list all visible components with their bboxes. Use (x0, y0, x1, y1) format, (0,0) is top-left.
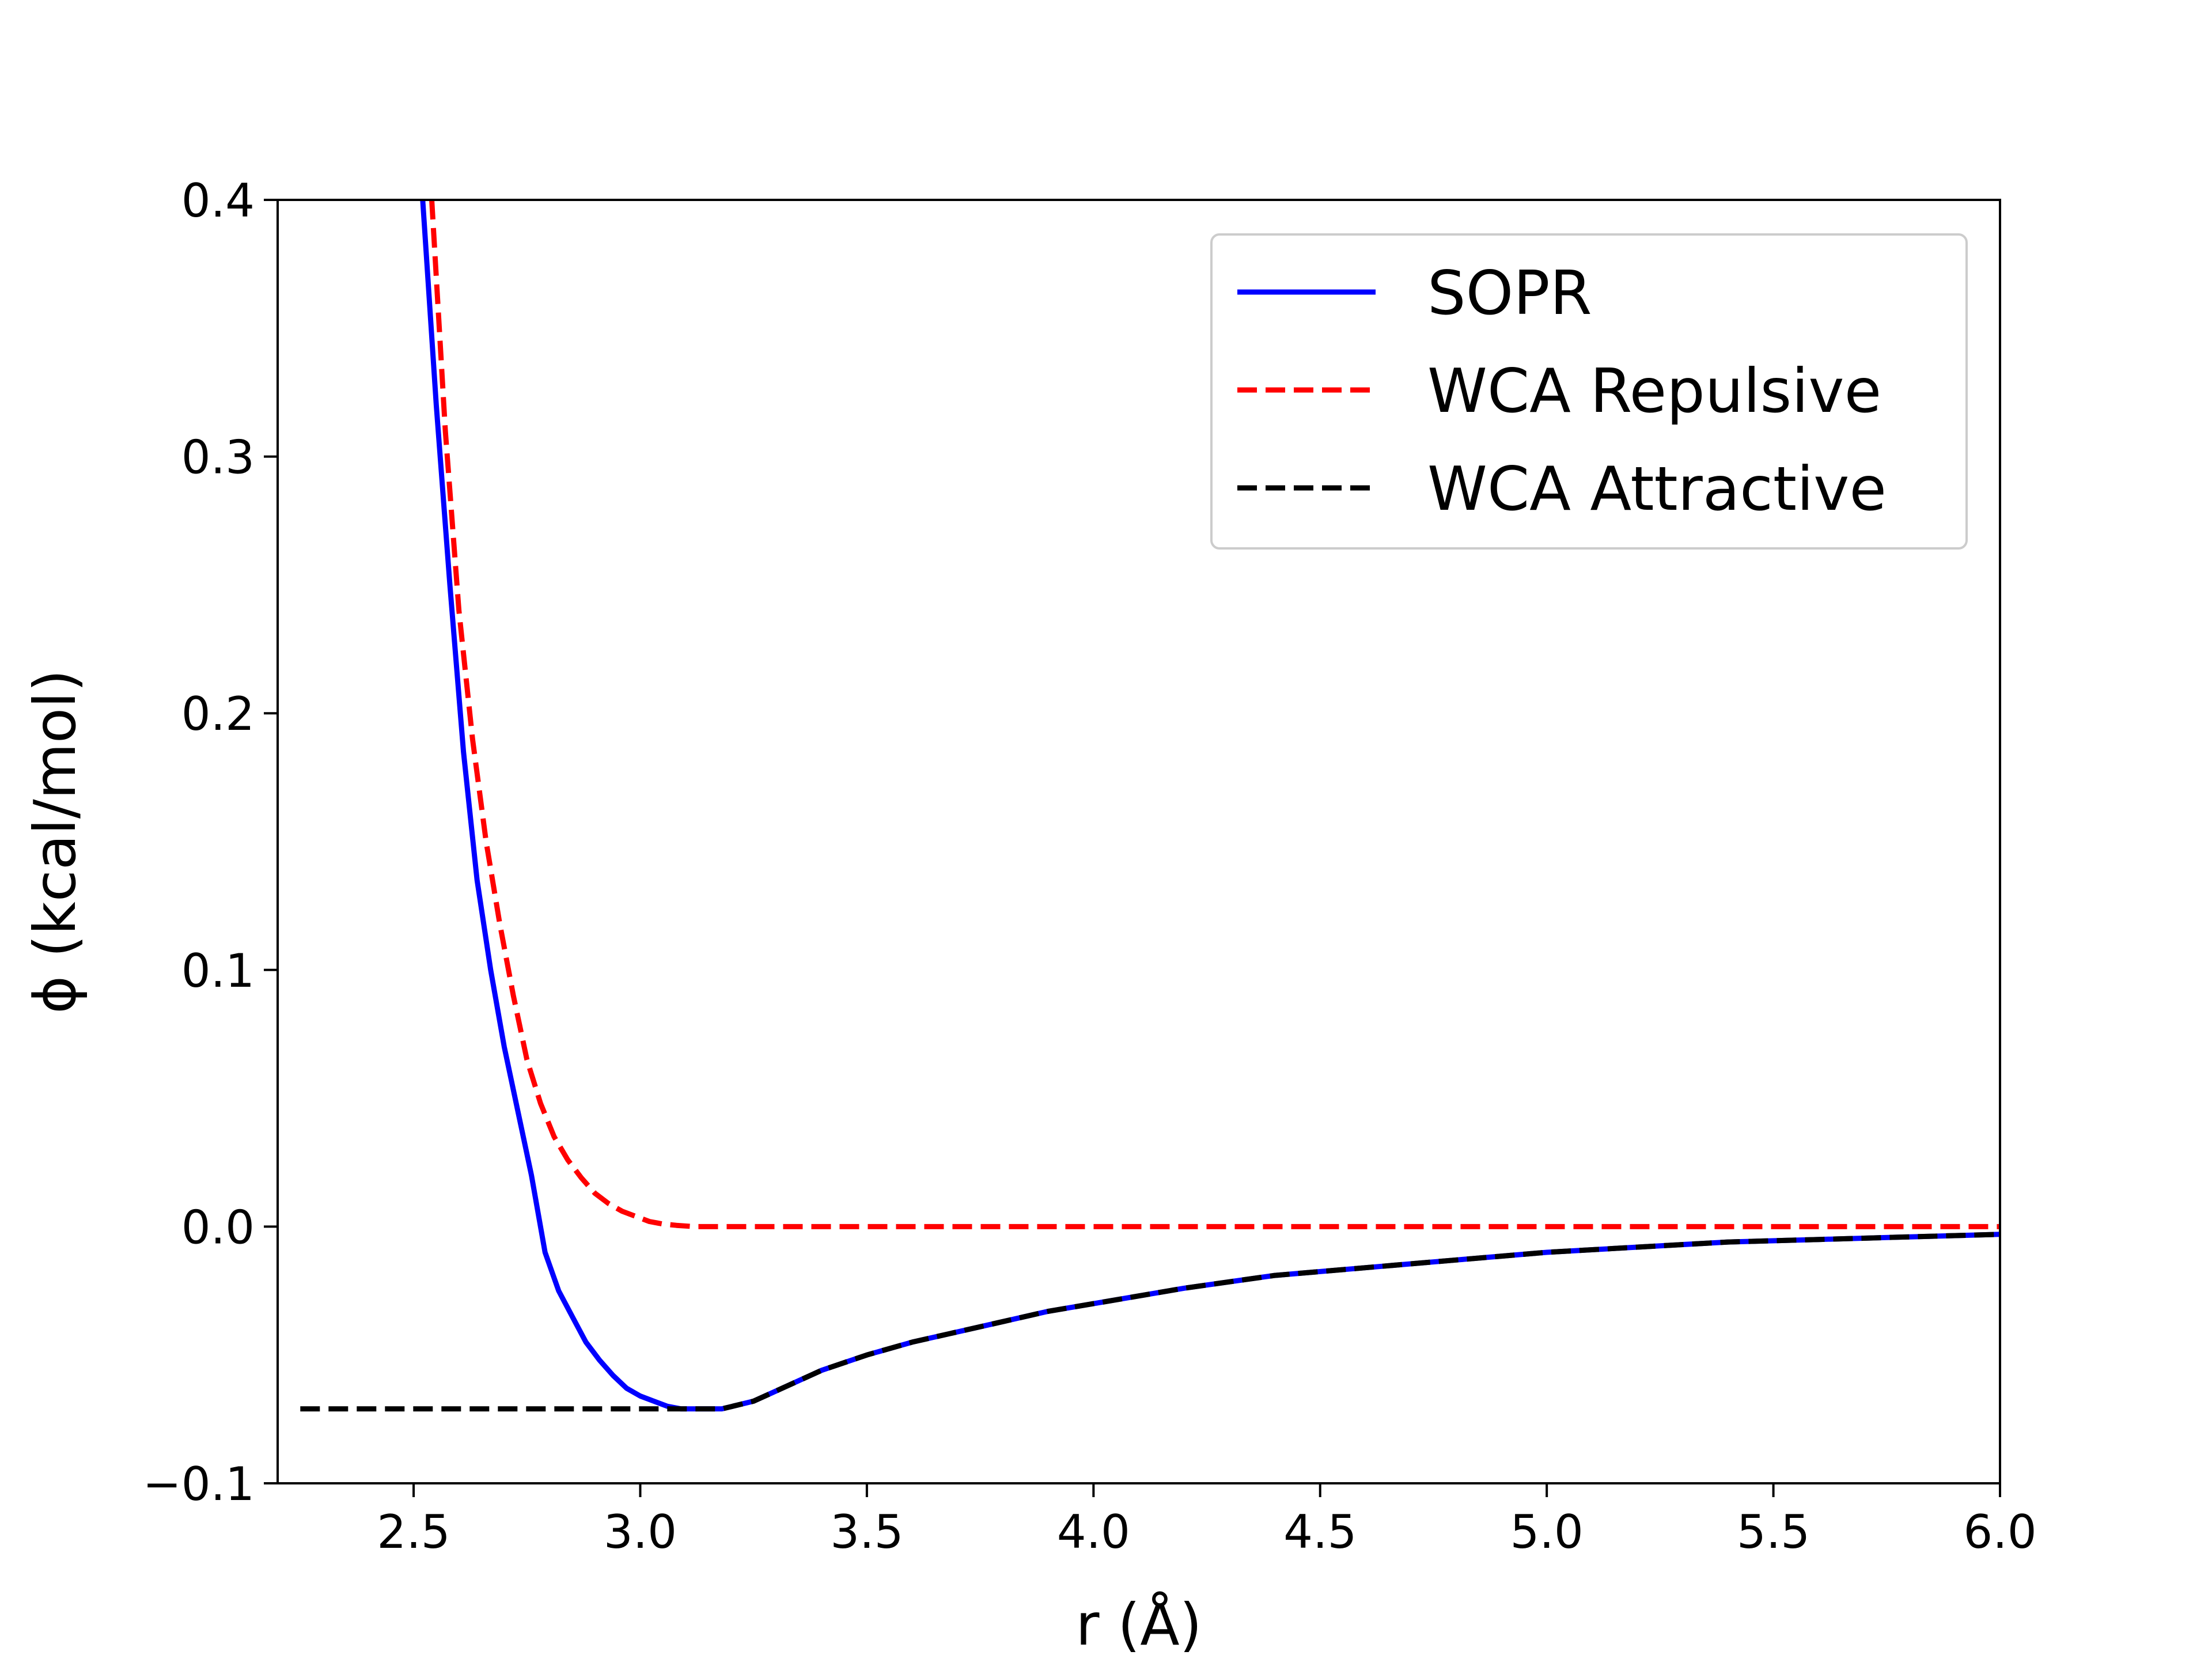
y-tick-label: 0.4 (181, 174, 255, 228)
x-tick-label: 5.0 (1510, 1505, 1584, 1559)
y-axis-label: ϕ (kcal/mol) (21, 669, 89, 1014)
y-tick-label: 0.3 (181, 431, 255, 484)
y-tick-label: 0.0 (181, 1200, 255, 1254)
x-axis-ticks: 2.5 3.0 3.5 4.0 4.5 5.0 5.5 6.0 (377, 1483, 2037, 1559)
series-line-wca-repulsive (429, 200, 2000, 1229)
legend-box (1210, 233, 1968, 550)
series-line-wca-attractive (300, 1232, 2000, 1412)
plot-frame (276, 199, 2001, 1484)
legend-label: WCA Attractive (1427, 454, 1887, 524)
x-tick-label: 3.0 (604, 1505, 677, 1559)
y-axis-ticks: −0.1 0.0 0.1 0.2 0.3 0.4 (143, 174, 278, 1511)
x-tick-label: 2.5 (377, 1505, 450, 1559)
legend: SOPR WCA Repulsive WCA Attractive (1210, 233, 1968, 550)
legend-entries: SOPR WCA Repulsive WCA Attractive (1237, 258, 1887, 524)
y-tick-label: −0.1 (143, 1457, 255, 1511)
x-tick-label: 5.5 (1737, 1505, 1810, 1559)
legend-label: SOPR (1427, 258, 1592, 328)
y-tick-label: 0.2 (181, 687, 255, 741)
x-tick-label: 4.5 (1283, 1505, 1357, 1559)
y-tick-label: 0.1 (181, 944, 255, 998)
x-axis-label: r (Å) (1075, 1590, 1202, 1658)
series-layer (300, 200, 2000, 1412)
x-tick-label: 4.0 (1057, 1505, 1130, 1559)
legend-label: WCA Repulsive (1427, 356, 1881, 426)
x-tick-label: 6.0 (1963, 1505, 2036, 1559)
x-tick-label: 3.5 (830, 1505, 903, 1559)
